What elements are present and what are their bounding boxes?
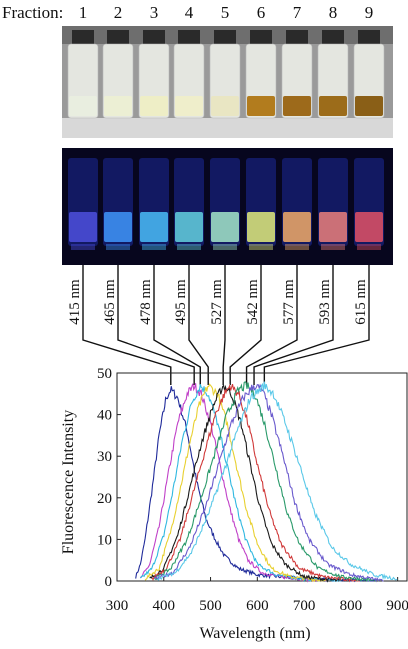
peak-connector-line (229, 265, 262, 385)
series-lines (135, 381, 398, 583)
vial-reflection (357, 244, 381, 250)
vial-cap (107, 30, 129, 44)
peak-connectors (82, 265, 370, 385)
fluorescence-chart: 300 400 500 600 700 800 900 0 10 20 30 40 50 Wavele… (60, 366, 408, 642)
peak-label: 478 nm (138, 279, 154, 325)
series-line (151, 383, 360, 583)
vial-solution (175, 96, 203, 116)
y-axis-ticks: 0 10 20 30 40 50 (97, 366, 121, 590)
vial-glow (283, 212, 311, 242)
vial-reflection (249, 244, 273, 250)
daylight-photo (62, 26, 393, 138)
vial-reflection (285, 244, 309, 250)
series-line (149, 384, 342, 583)
vial-solution (283, 96, 311, 116)
fraction-number: 2 (114, 3, 123, 22)
y-axis-label: Fluorescence Intensity (60, 410, 77, 554)
uv-photo (62, 148, 393, 265)
fraction-number: 8 (329, 3, 338, 22)
fraction-header-label: Fraction: (2, 3, 63, 22)
vial-cap (72, 30, 94, 44)
vial-cap (178, 30, 200, 44)
vial-glow (104, 212, 132, 242)
peak-connector-line (117, 265, 195, 385)
x-tick-label: 300 (106, 598, 129, 614)
peak-connector-line (253, 265, 334, 385)
fraction-number: 9 (365, 3, 374, 22)
vial-reflection (71, 244, 95, 250)
x-tick-label: 400 (153, 598, 176, 614)
fraction-number: 5 (221, 3, 230, 22)
vial-cap (143, 30, 165, 44)
vial-solution (140, 96, 168, 116)
peak-label: 415 nm (67, 279, 83, 325)
x-axis-ticks: 300 400 500 600 700 800 900 (106, 577, 408, 614)
vial-reflection (106, 244, 130, 250)
fraction-number: 4 (185, 3, 194, 22)
vial-reflection (142, 244, 166, 250)
fraction-numbers: 1 2 3 4 5 6 7 8 9 (79, 3, 374, 22)
x-tick-label: 800 (340, 598, 363, 614)
vial-glow (355, 212, 383, 242)
peak-connector-line (222, 265, 226, 385)
x-tick-label: 700 (293, 598, 316, 614)
vial-solution (247, 96, 275, 116)
x-tick-label: 500 (199, 598, 222, 614)
fraction-number: 6 (257, 3, 266, 22)
peak-connector-line (245, 265, 298, 385)
vial-cap (286, 30, 308, 44)
fraction-number: 3 (150, 3, 159, 22)
vial-solution (211, 96, 239, 116)
vial-solution (355, 96, 383, 116)
peak-label: 615 nm (353, 279, 369, 325)
y-tick-label: 10 (97, 532, 112, 548)
vial-glow (319, 212, 347, 242)
vials-uv (68, 158, 384, 250)
vial-reflection (213, 244, 237, 250)
vial-glow (69, 212, 97, 242)
series-line (154, 381, 380, 582)
vial-glow (211, 212, 239, 242)
peak-connector-line (263, 265, 370, 385)
y-tick-label: 0 (105, 574, 113, 590)
peak-label: 577 nm (281, 279, 297, 325)
vial-glow (175, 212, 203, 242)
peak-label: 465 nm (102, 279, 118, 325)
peak-label: 593 nm (317, 279, 333, 325)
fraction-number: 1 (79, 3, 88, 22)
y-tick-label: 30 (97, 449, 112, 465)
x-axis-label: Wavelength (nm) (199, 625, 310, 642)
peak-label: 527 nm (209, 279, 225, 325)
vial-cap (358, 30, 380, 44)
peak-connector-line (82, 265, 172, 385)
x-tick-label: 600 (246, 598, 269, 614)
peak-label: 542 nm (245, 279, 261, 325)
vial-cap (250, 30, 272, 44)
vial-cap (214, 30, 236, 44)
series-line (154, 383, 384, 583)
x-tick-label: 900 (386, 598, 408, 614)
vial-glow (247, 212, 275, 242)
peak-labels: 415 nm 465 nm 478 nm 495 nm 527 nm 542 nm 577 … (67, 279, 369, 325)
vial-reflection (321, 244, 345, 250)
vials-daylight (67, 30, 385, 119)
series-line (139, 383, 328, 583)
vial-glow (140, 212, 168, 242)
y-tick-label: 40 (97, 408, 112, 424)
plot-frame (116, 372, 408, 582)
vial-cap (322, 30, 344, 44)
peak-connector-line (188, 265, 209, 385)
peak-connector-line (153, 265, 201, 385)
fraction-number: 7 (293, 3, 302, 22)
peak-label: 495 nm (173, 279, 189, 325)
y-tick-label: 50 (97, 366, 112, 382)
vial-reflection (177, 244, 201, 250)
series-line (144, 383, 328, 583)
vial-solution (319, 96, 347, 116)
vial-solution (104, 96, 132, 116)
vial-solution (69, 96, 97, 116)
y-tick-label: 20 (97, 491, 112, 507)
series-line (156, 381, 398, 581)
